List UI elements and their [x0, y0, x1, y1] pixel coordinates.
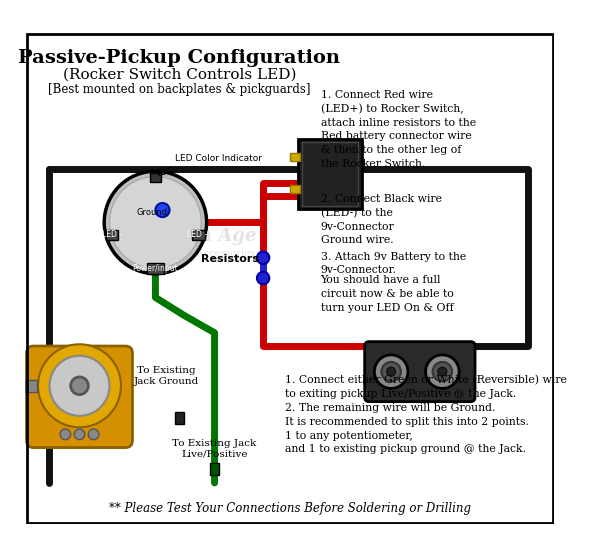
Text: LED Color Indicator: LED Color Indicator: [175, 154, 262, 163]
Circle shape: [49, 356, 110, 416]
Circle shape: [438, 367, 447, 376]
Text: 2. Connect Black wire
(LED-) to the
9v-Connector
Ground wire.: 2. Connect Black wire (LED-) to the 9v-C…: [320, 194, 442, 246]
Text: Power/input: Power/input: [133, 264, 178, 273]
Text: Passive-Pickup Configuration: Passive-Pickup Configuration: [18, 48, 340, 66]
Circle shape: [60, 429, 71, 439]
Circle shape: [104, 171, 206, 273]
Circle shape: [425, 355, 459, 388]
Text: 2. The remaining wire will be Ground.
It is recommended to split this into 2 poi: 2. The remaining wire will be Ground. It…: [285, 403, 529, 454]
FancyBboxPatch shape: [26, 346, 133, 448]
Circle shape: [382, 362, 401, 382]
Bar: [302, 142, 358, 206]
Bar: [210, 463, 219, 475]
Circle shape: [88, 429, 99, 439]
Circle shape: [257, 252, 269, 264]
Text: [Best mounted on backplates & pickguards]: [Best mounted on backplates & pickguards…: [48, 83, 311, 96]
Text: Ground: Ground: [136, 208, 167, 217]
Circle shape: [257, 272, 269, 284]
Bar: [106, 229, 118, 240]
Text: To Existing
Jack Ground: To Existing Jack Ground: [133, 367, 199, 386]
Circle shape: [110, 177, 202, 268]
Text: To Existing Jack
Live/Positive: To Existing Jack Live/Positive: [172, 439, 257, 458]
Bar: [193, 229, 205, 240]
Bar: [150, 173, 161, 182]
Circle shape: [38, 344, 121, 427]
Bar: [290, 185, 300, 193]
Bar: [175, 412, 184, 424]
Circle shape: [155, 203, 170, 217]
Circle shape: [71, 377, 88, 394]
Text: 1. Connect either Green or White (Reversible) wire
to exiting pickup Live/Positi: 1. Connect either Green or White (Revers…: [285, 375, 567, 399]
Text: 1. Connect Red wire
(LED+) to Rocker Switch,
attach inline resistors to the
Red : 1. Connect Red wire (LED+) to Rocker Swi…: [320, 90, 476, 169]
Circle shape: [433, 362, 452, 382]
Circle shape: [374, 355, 408, 388]
Bar: [290, 153, 300, 160]
FancyBboxPatch shape: [365, 341, 475, 402]
Bar: [25, 379, 37, 392]
Text: 3. Attach 9v Battery to the
9v-Connector.: 3. Attach 9v Battery to the 9v-Connector…: [320, 252, 466, 275]
Text: ** Please Test Your Connections Before Soldering or Drilling: ** Please Test Your Connections Before S…: [109, 502, 470, 515]
Circle shape: [387, 367, 395, 376]
Text: Guitar Accessories: Guitar Accessories: [162, 249, 255, 258]
Text: LED +: LED +: [187, 230, 211, 240]
Text: You should have a full
circuit now & be able to
turn your LED On & Off: You should have a full circuit now & be …: [320, 275, 453, 312]
Text: Resistors: Resistors: [201, 253, 259, 263]
Text: LED -: LED -: [102, 230, 122, 240]
Circle shape: [74, 429, 85, 439]
Bar: [298, 139, 362, 209]
Bar: [146, 263, 164, 273]
Text: (Rocker Switch Controls LED): (Rocker Switch Controls LED): [62, 68, 296, 82]
Text: Iron Age: Iron Age: [169, 227, 256, 245]
